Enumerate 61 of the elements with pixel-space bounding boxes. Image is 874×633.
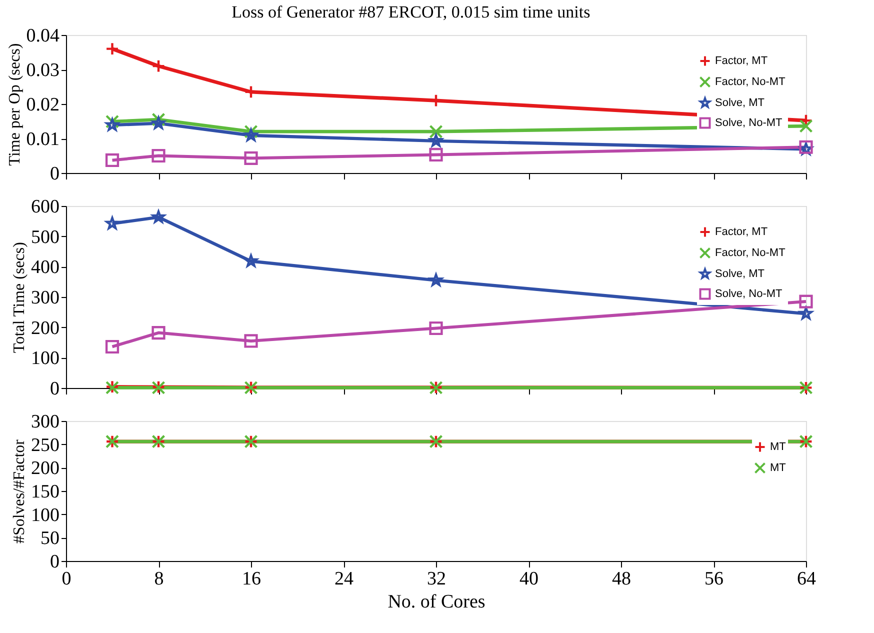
y-tick-label: 600	[31, 196, 60, 218]
point	[106, 118, 119, 131]
point	[244, 334, 258, 348]
point	[152, 148, 166, 163]
y-tick-label: 0.04	[26, 26, 60, 46]
x-tick-label: 32	[427, 568, 446, 590]
y-tick-label: 0.01	[26, 129, 60, 150]
x-tick-label: 56	[704, 568, 724, 590]
x-axis-title: No. of Cores	[388, 592, 486, 612]
y-tick-label: 0	[50, 164, 60, 184]
legend-label: MT	[770, 462, 786, 474]
y-axis-title: Total Time (secs)	[11, 242, 28, 353]
point	[799, 294, 813, 308]
legend-label: Solve, MT	[715, 268, 765, 280]
point	[106, 216, 119, 230]
point	[105, 153, 120, 168]
legend-label: Factor, No-MT	[715, 76, 786, 88]
y-tick-label: 150	[31, 482, 60, 502]
point	[152, 59, 166, 73]
legend-label: Solve, No-MT	[715, 117, 783, 129]
y-tick-label: 250	[31, 434, 60, 456]
point	[799, 306, 813, 320]
y-tick-label: 200	[31, 318, 60, 339]
point	[105, 42, 120, 56]
y-tick-label: 500	[31, 226, 60, 248]
y-tick-label: 100	[31, 348, 60, 370]
point	[429, 148, 443, 162]
y-tick-label: 0.03	[26, 60, 60, 81]
x-tick-label: 40	[520, 568, 538, 590]
point	[244, 151, 258, 165]
x-tick-label: 64	[797, 568, 816, 590]
legend-label: Factor, No-MT	[715, 247, 786, 259]
y-tick-label: 50	[40, 528, 60, 550]
y-tick-label: 300	[31, 412, 60, 432]
x-tick-label: 8	[154, 568, 164, 590]
chart-title: Loss of Generator #87 ERCOT, 0.015 sim time units	[232, 2, 590, 22]
point	[105, 114, 120, 128]
point	[152, 326, 166, 340]
y-tick-label: 200	[31, 458, 60, 480]
x-tick-label: 16	[242, 568, 261, 590]
y-tick-label: 0	[50, 552, 60, 572]
y-tick-label: 0.02	[26, 94, 60, 116]
y-tick-label: 300	[31, 288, 60, 308]
x-tick-label: 24	[334, 568, 354, 590]
y-tick-label: 100	[31, 504, 60, 526]
point	[429, 321, 443, 336]
legend-label: Solve, No-MT	[715, 288, 783, 300]
legend-label: Factor, MT	[715, 55, 768, 67]
legend-label: Solve, MT	[715, 97, 765, 109]
point	[244, 254, 258, 267]
y-tick-label: 400	[31, 257, 60, 278]
y-tick-label: 0	[50, 378, 60, 400]
point	[429, 124, 443, 138]
x-tick-label: 48	[612, 568, 631, 590]
point	[152, 210, 166, 223]
y-axis-title: #Solves/#Factor	[11, 438, 28, 544]
legend-label: Factor, MT	[715, 226, 768, 238]
point	[105, 340, 120, 354]
legend-label: MT	[770, 441, 786, 453]
y-axis-title: Time per Op (secs)	[6, 43, 24, 166]
point	[799, 119, 813, 133]
